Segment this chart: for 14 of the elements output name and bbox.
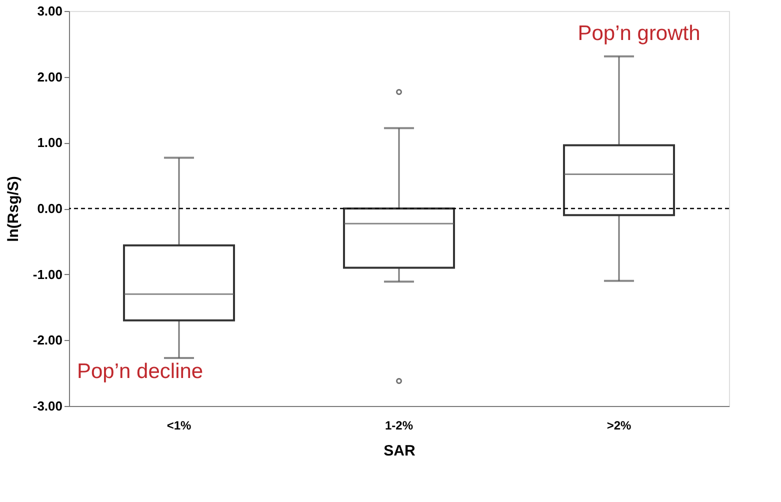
annotation: Pop’n decline bbox=[77, 360, 204, 383]
x-tick-label: <1% bbox=[166, 418, 192, 432]
y-tick-label: -1.00 bbox=[32, 266, 62, 282]
y-tick-label: 2.00 bbox=[37, 69, 62, 84]
y-axis-title: ln(Rsg/S) bbox=[4, 176, 22, 242]
annotation: Pop’n growth bbox=[578, 22, 700, 45]
x-axis-title: SAR bbox=[384, 442, 416, 460]
y-tick-label: 0.00 bbox=[37, 201, 62, 216]
y-tick-label: 1.00 bbox=[37, 135, 62, 150]
y-tick-label: -2.00 bbox=[32, 332, 62, 348]
y-tick-label: -3.00 bbox=[32, 398, 62, 414]
y-tick-label: 3.00 bbox=[37, 4, 62, 18]
x-tick-label: >2% bbox=[606, 418, 632, 432]
x-tick-label: 1-2% bbox=[384, 418, 414, 432]
